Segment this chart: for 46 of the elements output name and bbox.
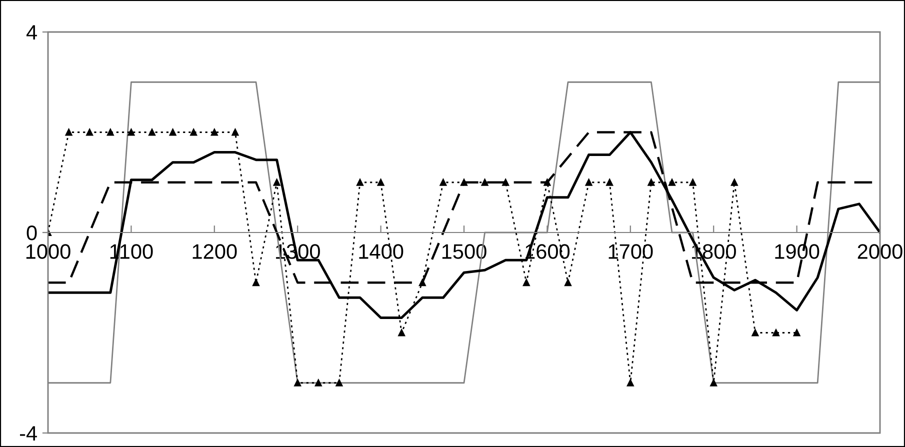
- point: [668, 178, 676, 186]
- point: [793, 329, 800, 336]
- point: [752, 329, 759, 336]
- point: [86, 128, 94, 136]
- point: [65, 128, 72, 136]
- x-tick-label: 1900: [775, 244, 820, 259]
- y-tick-label: -4: [20, 426, 37, 441]
- point: [398, 329, 406, 336]
- point: [377, 178, 384, 186]
- point: [648, 178, 655, 186]
- point: [502, 178, 510, 186]
- point: [169, 128, 176, 136]
- point: [128, 128, 135, 136]
- point: [314, 379, 322, 386]
- x-tick-label: 2000: [858, 244, 902, 259]
- point: [730, 178, 738, 186]
- point: [481, 178, 488, 186]
- x-tick-label: 1400: [359, 244, 404, 259]
- point: [106, 128, 114, 136]
- point: [418, 279, 426, 286]
- point: [544, 178, 551, 186]
- point: [564, 279, 572, 286]
- point: [585, 178, 592, 186]
- point: [626, 379, 634, 386]
- point: [689, 178, 696, 186]
- x-tick-label: 1000: [26, 244, 70, 259]
- point: [606, 178, 614, 186]
- point: [336, 379, 343, 386]
- point: [232, 128, 239, 136]
- point: [148, 128, 156, 136]
- point: [190, 128, 198, 136]
- point: [252, 279, 260, 286]
- point: [710, 379, 718, 386]
- x-tick-label: 1200: [192, 244, 237, 259]
- x-tick-label: 1700: [608, 244, 653, 259]
- point: [440, 178, 447, 186]
- point: [356, 178, 364, 186]
- point: [772, 329, 780, 336]
- y-tick-label: 4: [26, 25, 37, 40]
- point: [273, 178, 280, 186]
- y-tick-label: 0: [26, 226, 37, 240]
- point: [210, 128, 218, 136]
- point: [294, 379, 302, 386]
- point: [522, 279, 530, 286]
- point: [460, 178, 468, 186]
- x-tick-label: 1500: [442, 244, 486, 259]
